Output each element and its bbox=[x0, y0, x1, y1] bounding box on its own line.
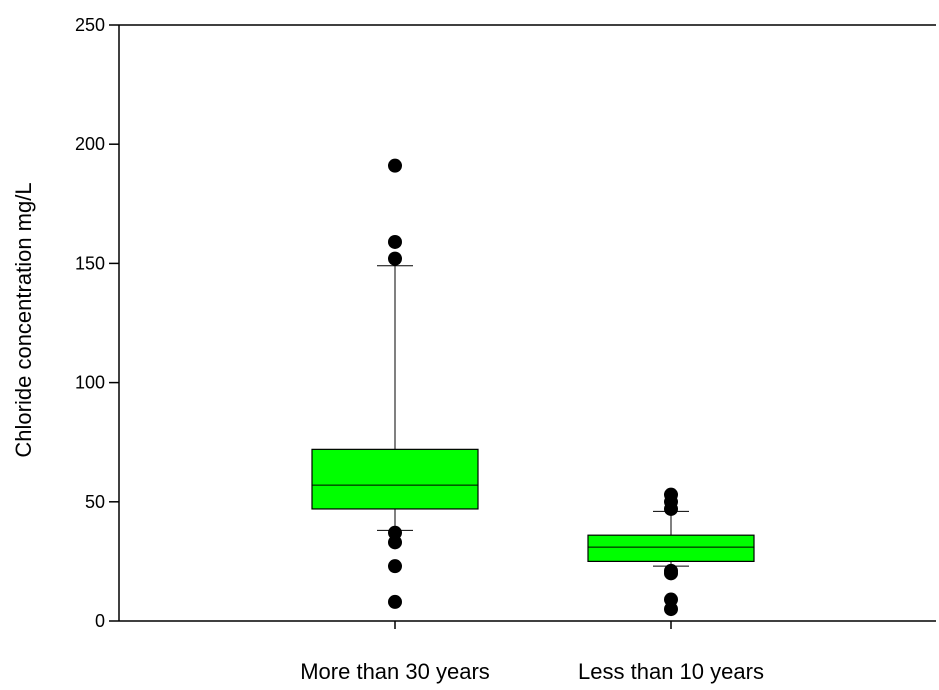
y-tick-label: 0 bbox=[95, 611, 105, 631]
outlier-point bbox=[388, 559, 402, 574]
plot-area bbox=[311, 158, 755, 617]
y-tick-label: 50 bbox=[85, 492, 105, 512]
y-tick-label: 100 bbox=[75, 373, 105, 393]
outlier-point bbox=[388, 594, 402, 609]
x-category-label: More than 30 years bbox=[300, 659, 490, 684]
y-tick-label: 150 bbox=[75, 253, 105, 273]
outlier-point bbox=[664, 566, 678, 581]
y-axis-title: Chloride concentration mg/L bbox=[11, 182, 36, 457]
outlier-point bbox=[388, 535, 402, 550]
y-tick-label: 250 bbox=[75, 15, 105, 35]
outlier-point bbox=[388, 234, 402, 249]
axes: 0 50 100 150 200 250 More than 30 years Less th… bbox=[75, 15, 936, 684]
box-iqr bbox=[311, 448, 479, 510]
y-tick-label: 200 bbox=[75, 134, 105, 154]
x-category-label: Less than 10 years bbox=[578, 659, 764, 684]
outlier-point bbox=[388, 158, 402, 173]
outlier-point bbox=[388, 251, 402, 266]
outlier-point bbox=[664, 501, 678, 516]
box-iqr bbox=[587, 534, 755, 563]
outlier-point bbox=[664, 602, 678, 617]
